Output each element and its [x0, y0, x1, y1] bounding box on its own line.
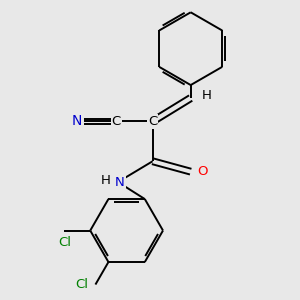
Text: Cl: Cl — [75, 278, 88, 291]
Text: Cl: Cl — [58, 236, 71, 249]
Text: N: N — [72, 114, 83, 128]
Text: C: C — [148, 115, 157, 128]
Text: N: N — [115, 176, 124, 188]
Text: C: C — [112, 115, 121, 128]
Text: H: H — [101, 174, 111, 187]
Text: H: H — [201, 89, 211, 102]
Text: O: O — [198, 165, 208, 178]
